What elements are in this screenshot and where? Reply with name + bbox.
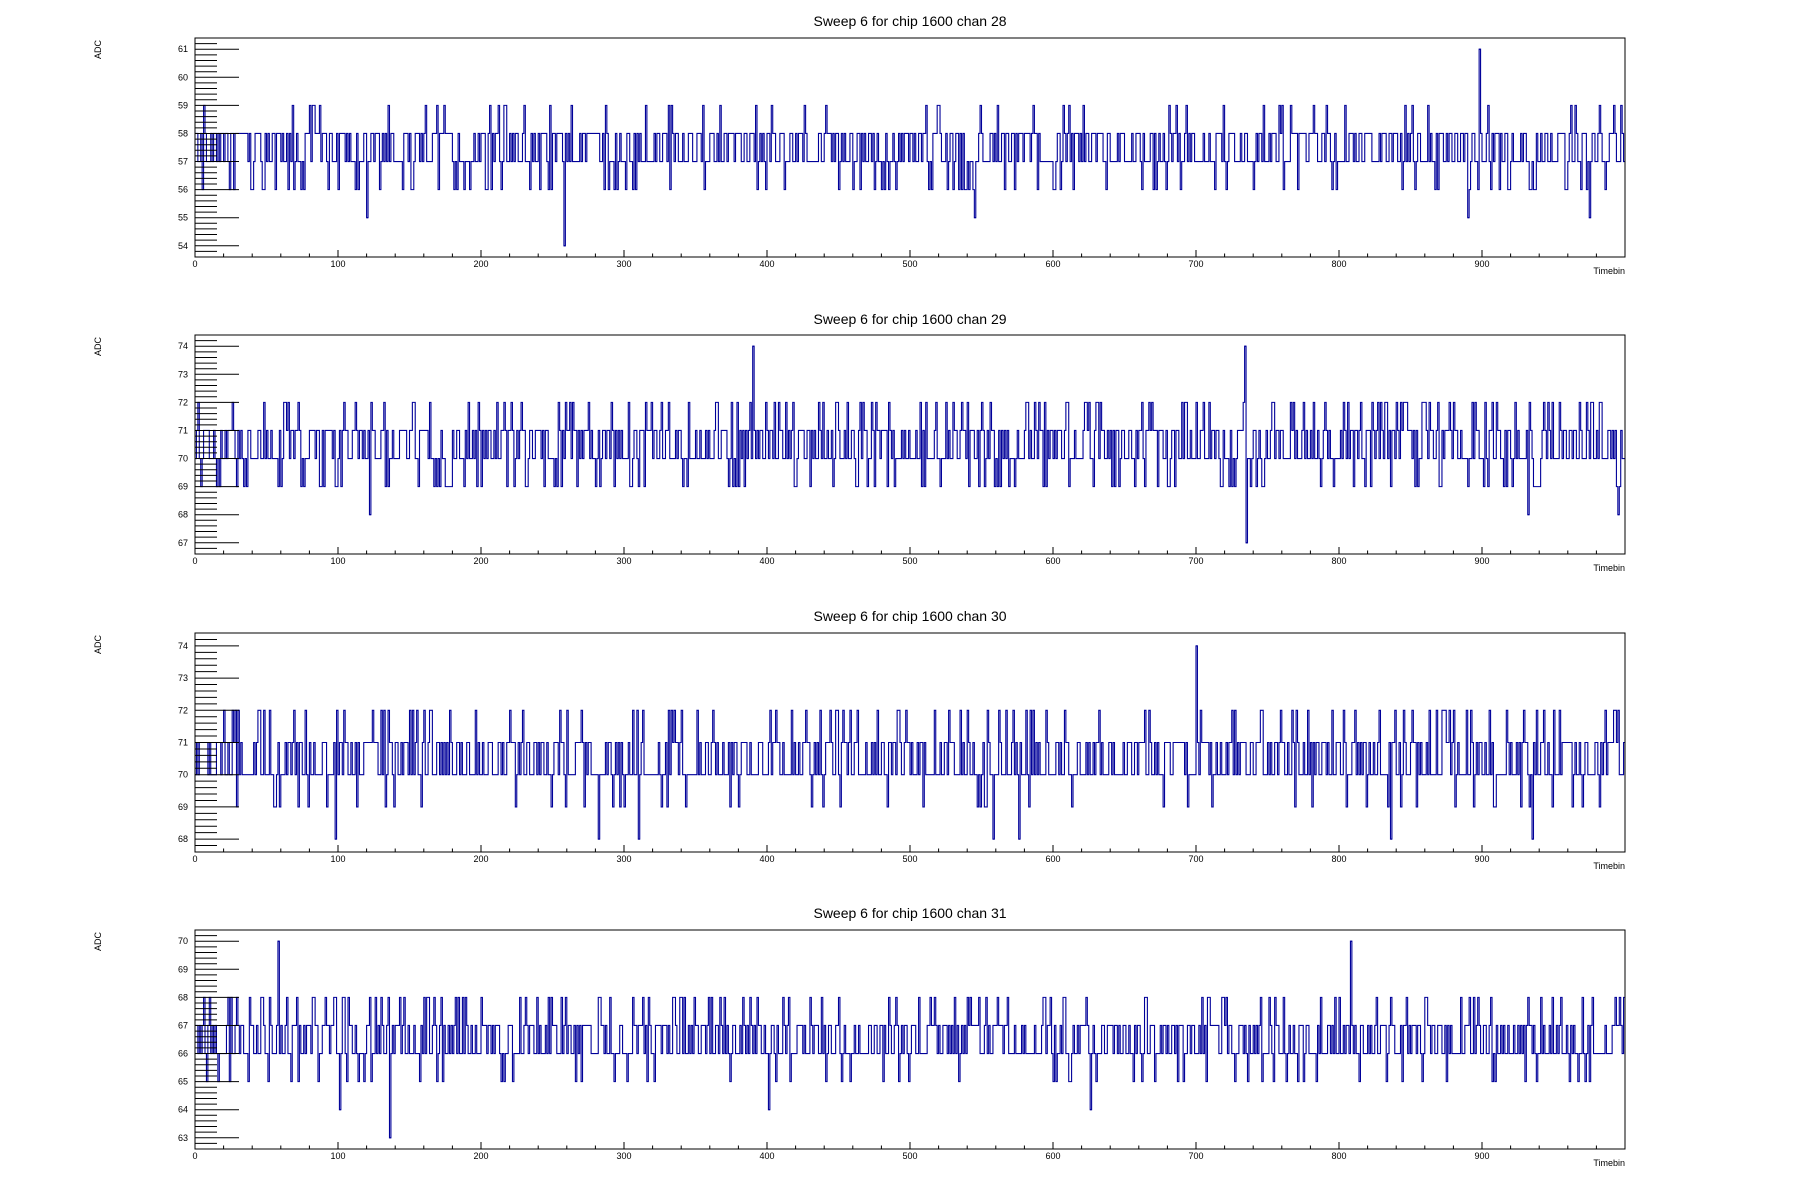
y-tick-label: 69: [178, 964, 188, 974]
x-tick-label: 200: [473, 854, 488, 864]
y-tick-label: 67: [178, 538, 188, 548]
x-tick-label: 900: [1474, 1151, 1489, 1161]
y-tick-label: 69: [178, 482, 188, 492]
y-axis-label: ADC: [93, 635, 103, 655]
y-tick-label: 64: [178, 1105, 188, 1115]
x-tick-label: 200: [473, 1151, 488, 1161]
x-tick-label: 200: [473, 259, 488, 269]
chart-panel-3: Sweep 6 for chip 1600 chan 31 ADC Timebin 6…: [93, 905, 1626, 1168]
y-tick-label: 63: [178, 1133, 188, 1143]
y-axis-label: ADC: [93, 337, 103, 357]
x-tick-label: 400: [759, 556, 774, 566]
y-tick-label: 61: [178, 44, 188, 54]
x-axis-label: Timebin: [1593, 266, 1625, 276]
y-tick-label: 68: [178, 510, 188, 520]
x-tick-label: 400: [759, 854, 774, 864]
x-tick-label: 100: [330, 259, 345, 269]
x-tick-label: 600: [1045, 854, 1060, 864]
x-tick-label: 100: [330, 854, 345, 864]
x-tick-label: 300: [616, 1151, 631, 1161]
chart-title: Sweep 6 for chip 1600 chan 31: [813, 905, 1006, 921]
chart-title: Sweep 6 for chip 1600 chan 30: [813, 608, 1006, 624]
y-tick-label: 56: [178, 185, 188, 195]
data-series-line: [195, 940, 1625, 1139]
x-tick-label: 700: [1188, 259, 1203, 269]
y-tick-label: 74: [178, 641, 188, 651]
x-tick-label: 800: [1331, 854, 1346, 864]
x-tick-label: 0: [192, 259, 197, 269]
y-tick-label: 59: [178, 100, 188, 110]
x-tick-label: 900: [1474, 854, 1489, 864]
x-tick-label: 700: [1188, 854, 1203, 864]
x-tick-label: 200: [473, 556, 488, 566]
x-tick-label: 0: [192, 1151, 197, 1161]
x-tick-label: 900: [1474, 259, 1489, 269]
y-tick-label: 73: [178, 673, 188, 683]
x-tick-label: 700: [1188, 1151, 1203, 1161]
chart-panel-2: Sweep 6 for chip 1600 chan 30 ADC Timebin 6…: [93, 608, 1626, 871]
data-series-line: [195, 345, 1625, 544]
x-tick-label: 300: [616, 854, 631, 864]
x-tick-label: 100: [330, 556, 345, 566]
x-axis-label: Timebin: [1593, 861, 1625, 871]
x-tick-label: 500: [902, 1151, 917, 1161]
x-tick-label: 800: [1331, 556, 1346, 566]
y-tick-label: 55: [178, 213, 188, 223]
x-tick-label: 900: [1474, 556, 1489, 566]
y-tick-label: 72: [178, 397, 188, 407]
x-tick-label: 800: [1331, 1151, 1346, 1161]
x-tick-label: 700: [1188, 556, 1203, 566]
y-tick-label: 70: [178, 454, 188, 464]
x-tick-label: 500: [902, 854, 917, 864]
x-axis-label: Timebin: [1593, 563, 1625, 573]
data-series-line: [195, 48, 1625, 247]
x-tick-label: 300: [616, 556, 631, 566]
x-axis-label: Timebin: [1593, 1158, 1625, 1168]
x-tick-label: 800: [1331, 259, 1346, 269]
y-tick-label: 68: [178, 992, 188, 1002]
y-tick-label: 69: [178, 802, 188, 812]
y-tick-label: 71: [178, 425, 188, 435]
x-tick-label: 500: [902, 259, 917, 269]
chart-title: Sweep 6 for chip 1600 chan 28: [813, 13, 1006, 29]
x-tick-label: 0: [192, 854, 197, 864]
y-tick-label: 73: [178, 369, 188, 379]
y-tick-label: 70: [178, 936, 188, 946]
chart-panel-1: Sweep 6 for chip 1600 chan 29 ADC Timebin 6…: [93, 311, 1626, 573]
y-tick-label: 71: [178, 738, 188, 748]
x-tick-label: 600: [1045, 1151, 1060, 1161]
x-tick-label: 600: [1045, 556, 1060, 566]
x-tick-label: 100: [330, 1151, 345, 1161]
y-tick-label: 60: [178, 72, 188, 82]
x-tick-label: 600: [1045, 259, 1060, 269]
x-tick-label: 400: [759, 259, 774, 269]
y-tick-label: 74: [178, 341, 188, 351]
y-tick-label: 66: [178, 1049, 188, 1059]
chart-panel-0: Sweep 6 for chip 1600 chan 28 ADC Timebin 5…: [93, 13, 1626, 276]
y-tick-label: 54: [178, 241, 188, 251]
y-tick-label: 65: [178, 1077, 188, 1087]
data-series-line: [195, 645, 1625, 840]
y-axis-label: ADC: [93, 932, 103, 952]
y-tick-label: 68: [178, 834, 188, 844]
y-axis-label: ADC: [93, 40, 103, 60]
x-tick-label: 300: [616, 259, 631, 269]
y-tick-label: 58: [178, 128, 188, 138]
x-tick-label: 400: [759, 1151, 774, 1161]
y-tick-label: 57: [178, 157, 188, 167]
y-tick-label: 70: [178, 770, 188, 780]
y-tick-label: 67: [178, 1020, 188, 1030]
chart-title: Sweep 6 for chip 1600 chan 29: [813, 311, 1006, 327]
x-tick-label: 0: [192, 556, 197, 566]
y-tick-label: 72: [178, 705, 188, 715]
x-tick-label: 500: [902, 556, 917, 566]
